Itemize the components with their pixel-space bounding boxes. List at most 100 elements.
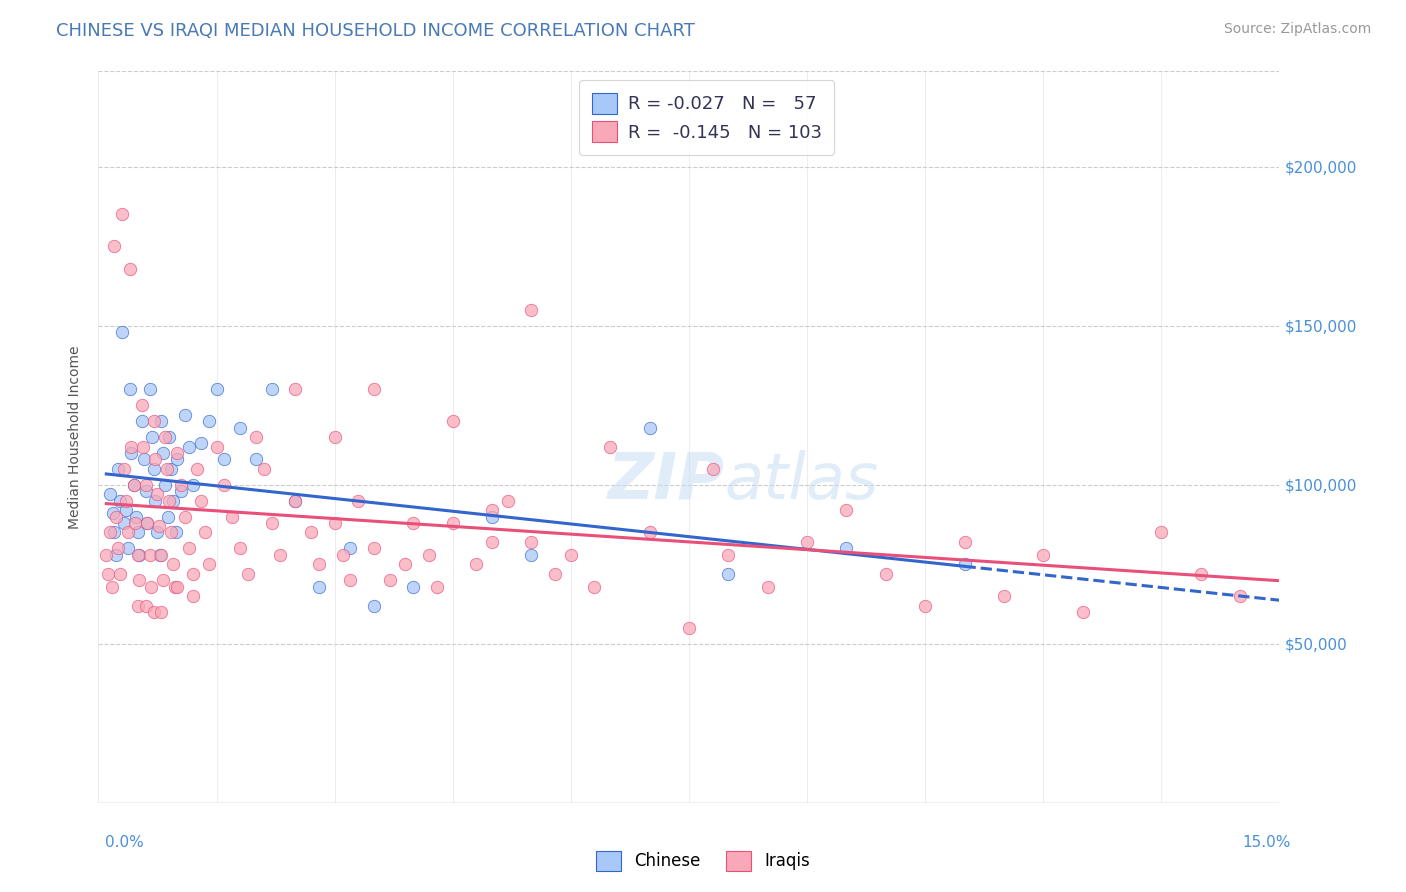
Point (229, 420, 252, 434)
Point (174, 408, 197, 422)
Point (166, 452, 188, 467)
Point (299, 525, 322, 540)
Point (136, 516, 159, 530)
Point (160, 525, 183, 540)
Point (190, 493, 212, 508)
Point (441, 414, 464, 428)
Point (98, 487, 121, 501)
Point (118, 261, 141, 276)
Point (426, 580, 449, 594)
Point (953, 535, 976, 549)
Point (117, 525, 139, 540)
Point (323, 516, 346, 530)
Point (97, 566, 120, 581)
Point (177, 541, 200, 556)
Point (142, 462, 165, 476)
Point (1150, 525, 1173, 540)
Point (197, 414, 219, 428)
Point (146, 487, 169, 501)
Point (1032, 548, 1054, 562)
Point (166, 580, 188, 594)
Point (205, 383, 228, 397)
Point (953, 558, 976, 572)
Point (124, 516, 146, 530)
Point (174, 509, 197, 524)
Point (118, 383, 141, 397)
Point (138, 383, 160, 397)
Point (702, 462, 724, 476)
Point (638, 525, 661, 540)
Point (98, 525, 121, 540)
Point (155, 477, 177, 491)
Point (1229, 589, 1251, 603)
Point (135, 484, 157, 499)
Point (166, 446, 188, 460)
Point (221, 509, 243, 524)
Point (115, 503, 138, 517)
Text: 15.0%: 15.0% (1243, 836, 1291, 850)
Legend: R = -0.027   N =   57, R =  -0.145   N = 103: R = -0.027 N = 57, R = -0.145 N = 103 (579, 80, 834, 154)
Point (152, 573, 174, 587)
Point (465, 558, 488, 572)
Point (149, 548, 172, 562)
Point (638, 420, 661, 434)
Point (253, 462, 276, 476)
Point (177, 440, 200, 454)
Point (132, 440, 155, 454)
Point (481, 503, 503, 517)
Point (481, 509, 503, 524)
Point (103, 525, 125, 540)
Point (111, 325, 134, 339)
Point (121, 440, 143, 454)
Point (150, 414, 173, 428)
Point (284, 493, 307, 508)
Point (135, 599, 157, 613)
Point (163, 580, 186, 594)
Point (229, 541, 252, 556)
Point (156, 509, 179, 524)
Point (103, 239, 125, 253)
Point (402, 580, 425, 594)
Point (138, 548, 160, 562)
Point (181, 589, 204, 603)
Point (544, 566, 567, 581)
Point (150, 548, 173, 562)
Point (835, 541, 858, 556)
Point (96, 548, 118, 562)
Point (104, 509, 127, 524)
Point (108, 566, 131, 581)
Point (796, 535, 818, 549)
Point (104, 548, 127, 562)
Point (214, 477, 236, 491)
Point (284, 383, 307, 397)
Point (162, 493, 184, 508)
Text: atlas: atlas (724, 450, 879, 512)
Point (128, 573, 150, 587)
Point (339, 541, 361, 556)
Point (115, 493, 138, 508)
Point (131, 398, 153, 412)
Point (157, 493, 180, 508)
Point (269, 548, 291, 562)
Point (560, 548, 582, 562)
Point (284, 493, 307, 508)
Point (162, 558, 184, 572)
Point (121, 446, 143, 460)
Point (107, 541, 129, 556)
Point (378, 573, 401, 587)
Point (141, 430, 163, 444)
Point (363, 599, 385, 613)
Point (402, 516, 425, 530)
Point (245, 452, 267, 467)
Point (520, 302, 543, 317)
Point (143, 493, 166, 508)
Point (128, 548, 150, 562)
Point (143, 452, 166, 467)
Point (599, 440, 621, 454)
Point (583, 580, 606, 594)
Point (678, 621, 700, 635)
Point (186, 462, 208, 476)
Point (418, 548, 440, 562)
Point (717, 566, 740, 581)
Point (142, 605, 165, 619)
